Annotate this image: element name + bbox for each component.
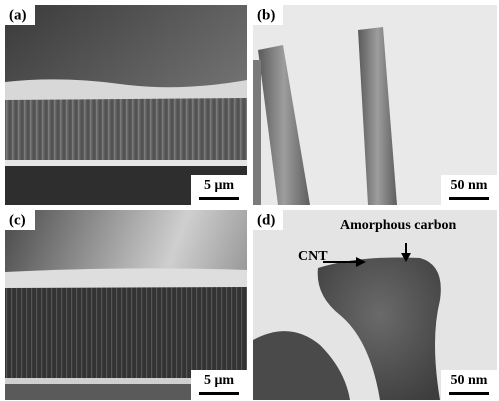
scale-label: 50 nm: [451, 178, 488, 193]
figure: (a) 5 μm (b) 50 nm (c) 5 μm (d) 50 nm CNT Amorp…: [0, 0, 499, 401]
scale-bar: [199, 197, 239, 200]
panel-label: (c): [9, 212, 26, 228]
panel-label: (d): [257, 212, 275, 228]
scale-label: 5 μm: [204, 373, 234, 388]
scale-bar: [449, 197, 489, 200]
panel-label: (a): [9, 7, 27, 23]
scale-label: 5 μm: [204, 178, 234, 193]
scale-bar: [449, 392, 489, 395]
scale-bar: [199, 392, 239, 395]
scale-label: 50 nm: [451, 373, 488, 388]
annotation: CNT: [298, 249, 328, 264]
annotation: Amorphous carbon: [340, 218, 457, 233]
panel-label: (b): [257, 7, 275, 23]
